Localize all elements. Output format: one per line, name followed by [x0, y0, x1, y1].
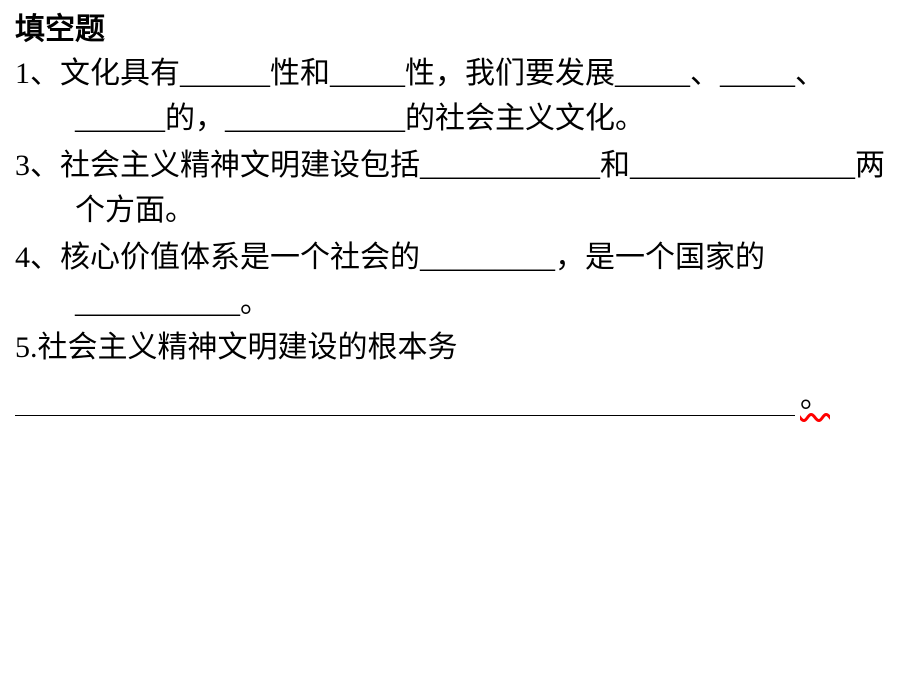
long-blank — [15, 376, 795, 416]
period-with-wavy-underline: 。 — [795, 372, 835, 416]
question-5-blank-line: 。 — [15, 372, 905, 416]
question-4: 4、核心价值体系是一个社会的_________，是一个国家的__________… — [15, 235, 905, 325]
question-1: 1、文化具有______性和_____性，我们要发展_____、_____、__… — [15, 51, 905, 141]
question-3: 3、社会主义精神文明建设包括____________和_____________… — [15, 143, 905, 233]
section-title: 填空题 — [15, 10, 905, 49]
question-5: 5.社会主义精神文明建设的根本务 — [15, 325, 905, 370]
